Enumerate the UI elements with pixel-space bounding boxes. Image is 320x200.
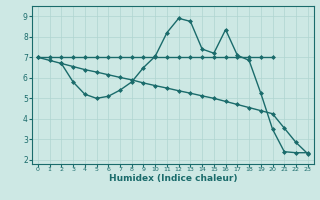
X-axis label: Humidex (Indice chaleur): Humidex (Indice chaleur): [108, 174, 237, 183]
